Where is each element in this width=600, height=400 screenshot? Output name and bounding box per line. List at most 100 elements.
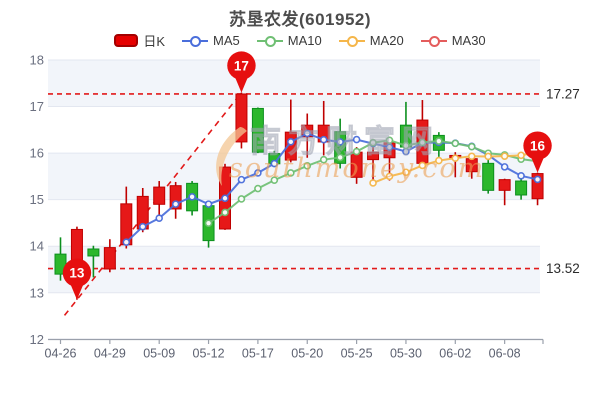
x-tick-label: 06-02 [439,347,471,361]
ref-line-label: 17.27 [546,86,580,101]
candle-05-17[interactable] [251,107,264,154]
legend-item-ma10[interactable]: MA10 [256,33,322,48]
candle-04-28[interactable] [87,245,100,278]
marker-balloon-13: 13 [62,258,92,300]
ma20-point [435,156,443,165]
page-title: 苏垦农发(601952) [228,10,372,29]
x-tick-label: 04-29 [94,347,126,361]
marker-balloon-17: 17 [227,51,256,93]
x-tick-label: 05-12 [193,347,225,361]
legend-item-ma20[interactable]: MA20 [338,33,404,48]
ma5-point [122,238,131,246]
x-tick-label: 05-25 [341,347,373,361]
svg-text:16: 16 [530,138,546,153]
x-tick-label: 06-08 [489,347,521,361]
ma20-point [369,179,377,187]
ma20-point [484,152,493,161]
ma10-point [286,169,295,177]
watermark-en: southmoney.com [229,153,485,184]
ma20-point [517,151,525,160]
ma5-point [138,222,147,231]
ma20-point [402,168,410,177]
y-tick-label: 14 [30,239,44,254]
ma10-point [336,153,344,162]
watermark-cn: 南方财富网 [250,124,440,159]
ma5-swatch-icon [182,35,209,47]
ma10-point [435,137,443,145]
ma5-point [171,200,180,208]
ma10-point [418,138,427,147]
trend-line [63,92,243,316]
legend-label: 日K [143,34,166,49]
legend-label: MA30 [451,33,486,48]
x-tick-label: 04-26 [45,347,77,361]
ma5-point [500,163,509,171]
ma5-point [303,129,312,138]
candle-05-19[interactable] [284,99,297,163]
ma5-point [517,172,525,180]
ma10-swatch-icon [256,35,283,47]
ma5-point [188,192,196,201]
legend-label: MA10 [287,33,322,48]
ma20-point [385,172,394,181]
ma10-point [237,195,246,203]
y-tick-label: 13 [30,285,44,300]
ma30-swatch-icon [420,35,447,47]
ma10-point [204,219,213,227]
candle-06-08[interactable] [498,178,511,206]
y-tick-label: 15 [30,192,44,207]
ma10-point [319,155,328,164]
candle-05-09[interactable] [153,181,166,221]
ma5-point [385,143,394,151]
ma5-point [533,175,542,184]
ma5-point [237,175,246,184]
legend-label: MA20 [369,33,404,48]
ma10-point [451,139,460,148]
ma10-point [352,147,361,156]
ma5-point [286,138,295,146]
marker-balloon-16: 16 [523,131,552,173]
ma5-point [254,169,262,177]
legend-label: MA5 [213,33,240,48]
ma20-point [418,161,427,170]
watermark-swoosh-icon [216,127,247,186]
plot-band [48,153,540,200]
plot-band [48,60,540,107]
ma10-point [385,136,394,145]
ma5-point [204,200,213,208]
plot-band [48,246,540,293]
y-tick-label: 12 [30,332,44,347]
legend-item-ma30[interactable]: MA30 [420,33,486,48]
ma10-point [402,141,410,150]
y-tick-label: 18 [30,53,44,68]
ma5-point [155,214,163,222]
ma10-point [254,184,262,193]
x-tick-label: 05-20 [291,347,323,361]
ref-line-label: 13.52 [546,261,580,276]
chart-legend: 日K MA5 MA10 MA20 MA30 [0,31,600,50]
candle-05-26[interactable] [367,147,380,183]
ma10-point [221,208,229,217]
legend-item-ma5[interactable]: MA5 [182,33,240,48]
candle-05-16[interactable] [235,92,248,149]
ma20-point [451,154,460,162]
ma10-point [270,176,279,184]
ma5-point [319,135,328,144]
svg-text:13: 13 [69,266,85,281]
x-tick-label: 05-17 [242,347,274,361]
x-tick-label: 05-30 [390,347,422,361]
y-tick-label: 16 [30,146,44,161]
svg-text:17: 17 [234,58,249,73]
y-tick-label: 17 [30,99,44,114]
ma10-point [369,138,377,147]
legend-item-dayk[interactable]: 日K [114,31,165,50]
ma5-point [336,138,344,146]
ma20-point [467,152,476,161]
ma10-point [467,142,476,151]
x-tick-label: 05-09 [143,347,175,361]
ma20-point [500,152,509,160]
candle-04-29[interactable] [103,239,116,273]
ma10-point [303,162,312,170]
